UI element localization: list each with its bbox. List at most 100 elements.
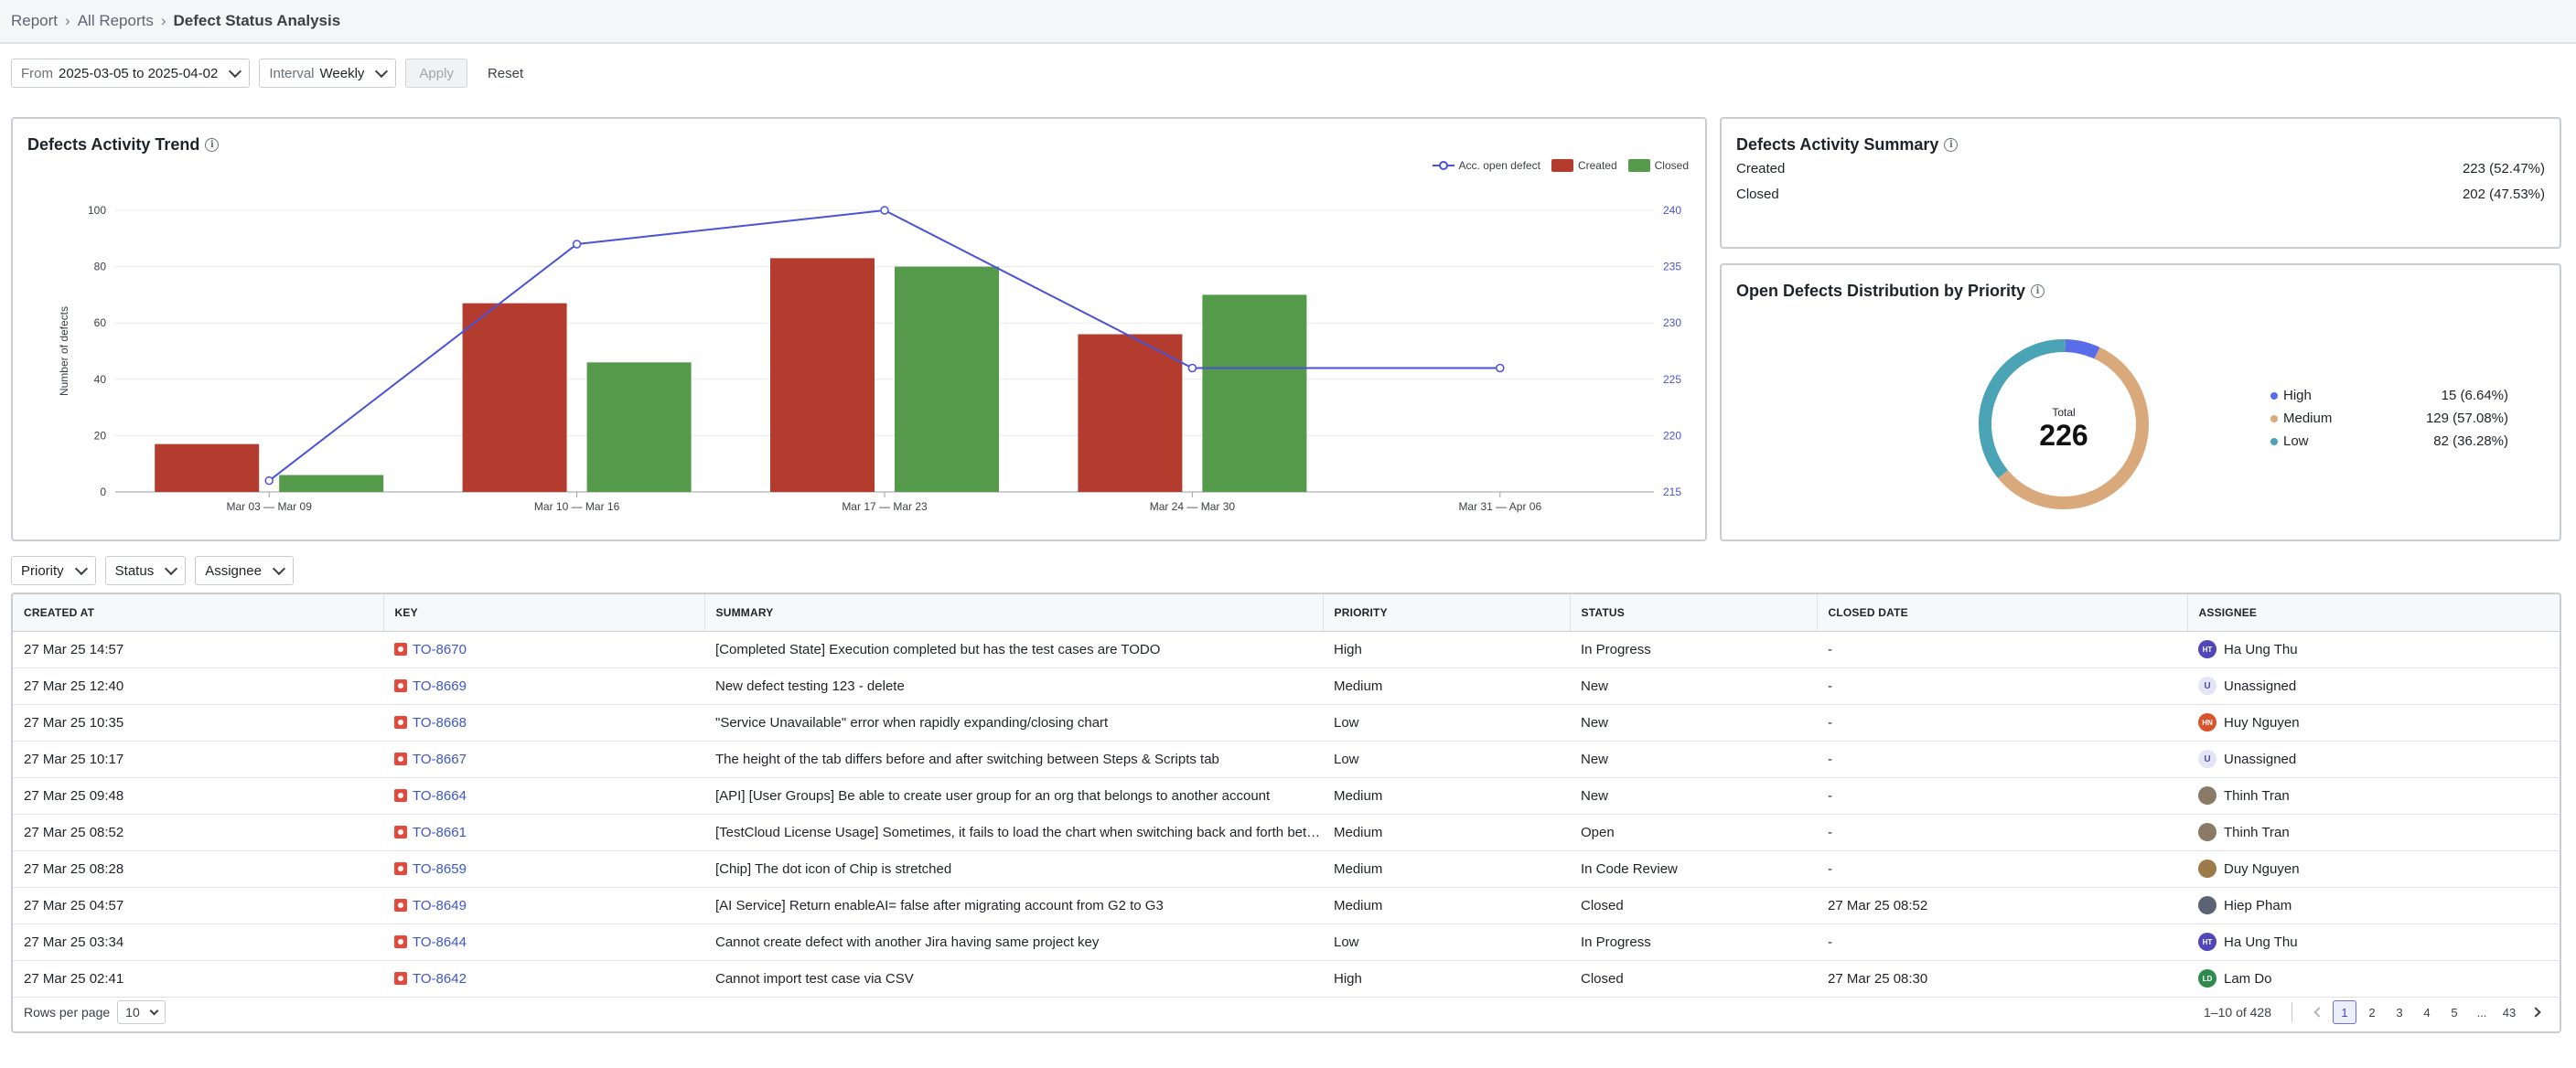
avatar: HN	[2198, 713, 2216, 732]
summary-row-closed: Closed 202 (47.53%)	[1736, 187, 2545, 202]
bar-closed	[1202, 294, 1307, 492]
date-range-dropdown[interactable]: From 2025-03-05 to 2025-04-02	[11, 59, 251, 88]
chevron-down-icon	[165, 561, 178, 575]
defect-key-link[interactable]: TO-8644	[413, 934, 467, 950]
rows-per-page-select[interactable]: 10	[117, 1000, 166, 1024]
assignee-cell: Duy Nguyen	[2187, 850, 2560, 887]
interval-prefix: Interval	[269, 65, 315, 81]
column-header[interactable]: CLOSED DATE	[1817, 594, 2188, 632]
donut-legend-high[interactable]: High 15 (6.64%)	[2270, 384, 2508, 407]
legend-value: 129 (57.08%)	[2425, 411, 2508, 426]
donut-legend-low[interactable]: Low 82 (36.28%)	[2270, 430, 2508, 453]
assignee-cell: Thinh Tran	[2187, 777, 2560, 814]
assignee-cell: Hiep Pham	[2187, 887, 2560, 924]
closed-date-cell: -	[1828, 751, 1832, 767]
chevron-down-icon	[375, 64, 389, 78]
page-button-last[interactable]: 43	[2502, 1005, 2517, 1020]
column-header[interactable]: PRIORITY	[1323, 594, 1571, 632]
priority-cell: Low	[1334, 714, 1359, 731]
defect-key-link[interactable]: TO-8642	[413, 970, 467, 987]
legend-label: Medium	[2283, 411, 2333, 426]
summary-label: Closed	[1736, 187, 1779, 202]
priority-filter-dropdown[interactable]: Priority	[11, 556, 96, 585]
donut-slice-high[interactable]	[2065, 339, 2100, 359]
interval-dropdown[interactable]: Interval Weekly	[259, 59, 397, 88]
y2-tick-label: 240	[1663, 204, 1681, 217]
defect-key-link[interactable]: TO-8668	[413, 714, 467, 731]
summary-cell: [AI Service] Return enableAI= false afte…	[715, 897, 1164, 913]
page-button-2[interactable]: 2	[2368, 1005, 2376, 1020]
table-row[interactable]: 27 Mar 25 09:48 TO-8664 [API] [User Groups…	[13, 777, 2560, 814]
closed-date-cell: 27 Mar 25 08:30	[1828, 970, 1928, 987]
next-page-button[interactable]	[2525, 1000, 2549, 1024]
defect-key-link[interactable]: TO-8661	[413, 824, 467, 840]
status-cell: New	[1581, 787, 1609, 804]
page-button-3[interactable]: 3	[2396, 1005, 2403, 1020]
created-at-cell: 27 Mar 25 08:52	[24, 824, 124, 840]
table-row[interactable]: 27 Mar 25 12:40 TO-8669 New defect testing…	[13, 668, 2560, 704]
page-button-4[interactable]: 4	[2423, 1005, 2431, 1020]
assignee-name: Huy Nguyen	[2224, 714, 2300, 731]
priority-cell: High	[1334, 641, 1362, 657]
info-icon[interactable]: i	[2031, 284, 2045, 298]
key-cell: TO-8670	[383, 631, 704, 668]
defect-key-link[interactable]: TO-8649	[413, 897, 467, 913]
legend-item-open[interactable]: Acc. open defect	[1432, 159, 1540, 172]
column-header[interactable]: STATUS	[1570, 594, 1818, 632]
assignee-filter-dropdown[interactable]: Assignee	[195, 556, 294, 585]
table-row[interactable]: 27 Mar 25 03:34 TO-8644 Cannot create defe…	[13, 924, 2560, 960]
info-icon[interactable]: i	[1944, 138, 1959, 152]
assignee-cell: LD Lam Do	[2187, 960, 2560, 997]
page-button-5[interactable]: 5	[2451, 1005, 2458, 1020]
legend-item-closed[interactable]: Closed	[1627, 159, 1689, 172]
donut-slice-low[interactable]	[1979, 339, 2066, 479]
chevron-down-icon	[149, 1006, 159, 1015]
defect-key-link[interactable]: TO-8667	[413, 751, 467, 767]
reset-button[interactable]: Reset	[487, 65, 524, 81]
y2-tick-label: 230	[1663, 316, 1681, 329]
prev-page-button[interactable]	[2305, 1000, 2329, 1024]
defect-key-link[interactable]: TO-8669	[413, 678, 467, 694]
table-row[interactable]: 27 Mar 25 02:41 TO-8642 Cannot import test…	[13, 960, 2560, 997]
apply-button[interactable]: Apply	[405, 59, 467, 88]
legend-item-created[interactable]: Created	[1551, 159, 1617, 172]
info-icon[interactable]: i	[205, 138, 220, 152]
bug-icon	[394, 716, 407, 729]
table-footer: Rows per page 10 1–10 of 428 1 2 3 4 5 .…	[13, 993, 2560, 1031]
breadcrumb-report[interactable]: Report	[11, 12, 59, 29]
defect-key-link[interactable]: TO-8670	[413, 641, 467, 657]
status-filter-dropdown[interactable]: Status	[104, 556, 187, 585]
table-row[interactable]: 27 Mar 25 14:57 TO-8670 [Completed State] …	[13, 631, 2560, 668]
assignee-name: Lam Do	[2224, 970, 2272, 987]
key-cell: TO-8667	[383, 741, 704, 777]
assignee-name: Hiep Pham	[2224, 897, 2292, 913]
key-cell: TO-8649	[383, 887, 704, 924]
y2-tick-label: 220	[1663, 429, 1681, 442]
key-cell: TO-8642	[383, 960, 704, 997]
legend-dot	[2270, 414, 2278, 422]
donut-slice-medium[interactable]	[1998, 347, 2149, 509]
column-header[interactable]: SUMMARY	[704, 594, 1324, 632]
breadcrumb-all-reports[interactable]: All Reports	[77, 12, 154, 29]
created-at-cell: 27 Mar 25 08:28	[24, 860, 124, 877]
bug-icon	[394, 753, 407, 765]
table-row[interactable]: 27 Mar 25 10:17 TO-8667 The height of the …	[13, 741, 2560, 777]
y-tick-label: 20	[94, 429, 107, 442]
summary-title-text: Defects Activity Summary	[1736, 135, 1939, 154]
table-row[interactable]: 27 Mar 25 08:52 TO-8661 [TestCloud License…	[13, 814, 2560, 850]
column-header[interactable]: CREATED AT	[13, 594, 384, 632]
table-row[interactable]: 27 Mar 25 10:35 TO-8668 "Service Unavailab…	[13, 704, 2560, 741]
y2-tick-label: 235	[1663, 261, 1681, 273]
column-header[interactable]: KEY	[383, 594, 705, 632]
status-cell: New	[1581, 751, 1609, 767]
table-row[interactable]: 27 Mar 25 04:57 TO-8649 [AI Service] Retur…	[13, 887, 2560, 924]
priority-title-text: Open Defects Distribution by Priority	[1736, 282, 2026, 300]
page-button-1[interactable]: 1	[2333, 1000, 2356, 1024]
table-row[interactable]: 27 Mar 25 08:28 TO-8659 [Chip] The dot ico…	[13, 850, 2560, 887]
assignee-name: Unassigned	[2224, 751, 2297, 767]
defect-key-link[interactable]: TO-8659	[413, 860, 467, 877]
defect-key-link[interactable]: TO-8664	[413, 787, 467, 804]
column-header[interactable]: ASSIGNEE	[2187, 594, 2560, 632]
donut-legend-medium[interactable]: Medium 129 (57.08%)	[2270, 407, 2508, 430]
status-cell: New	[1581, 714, 1609, 731]
